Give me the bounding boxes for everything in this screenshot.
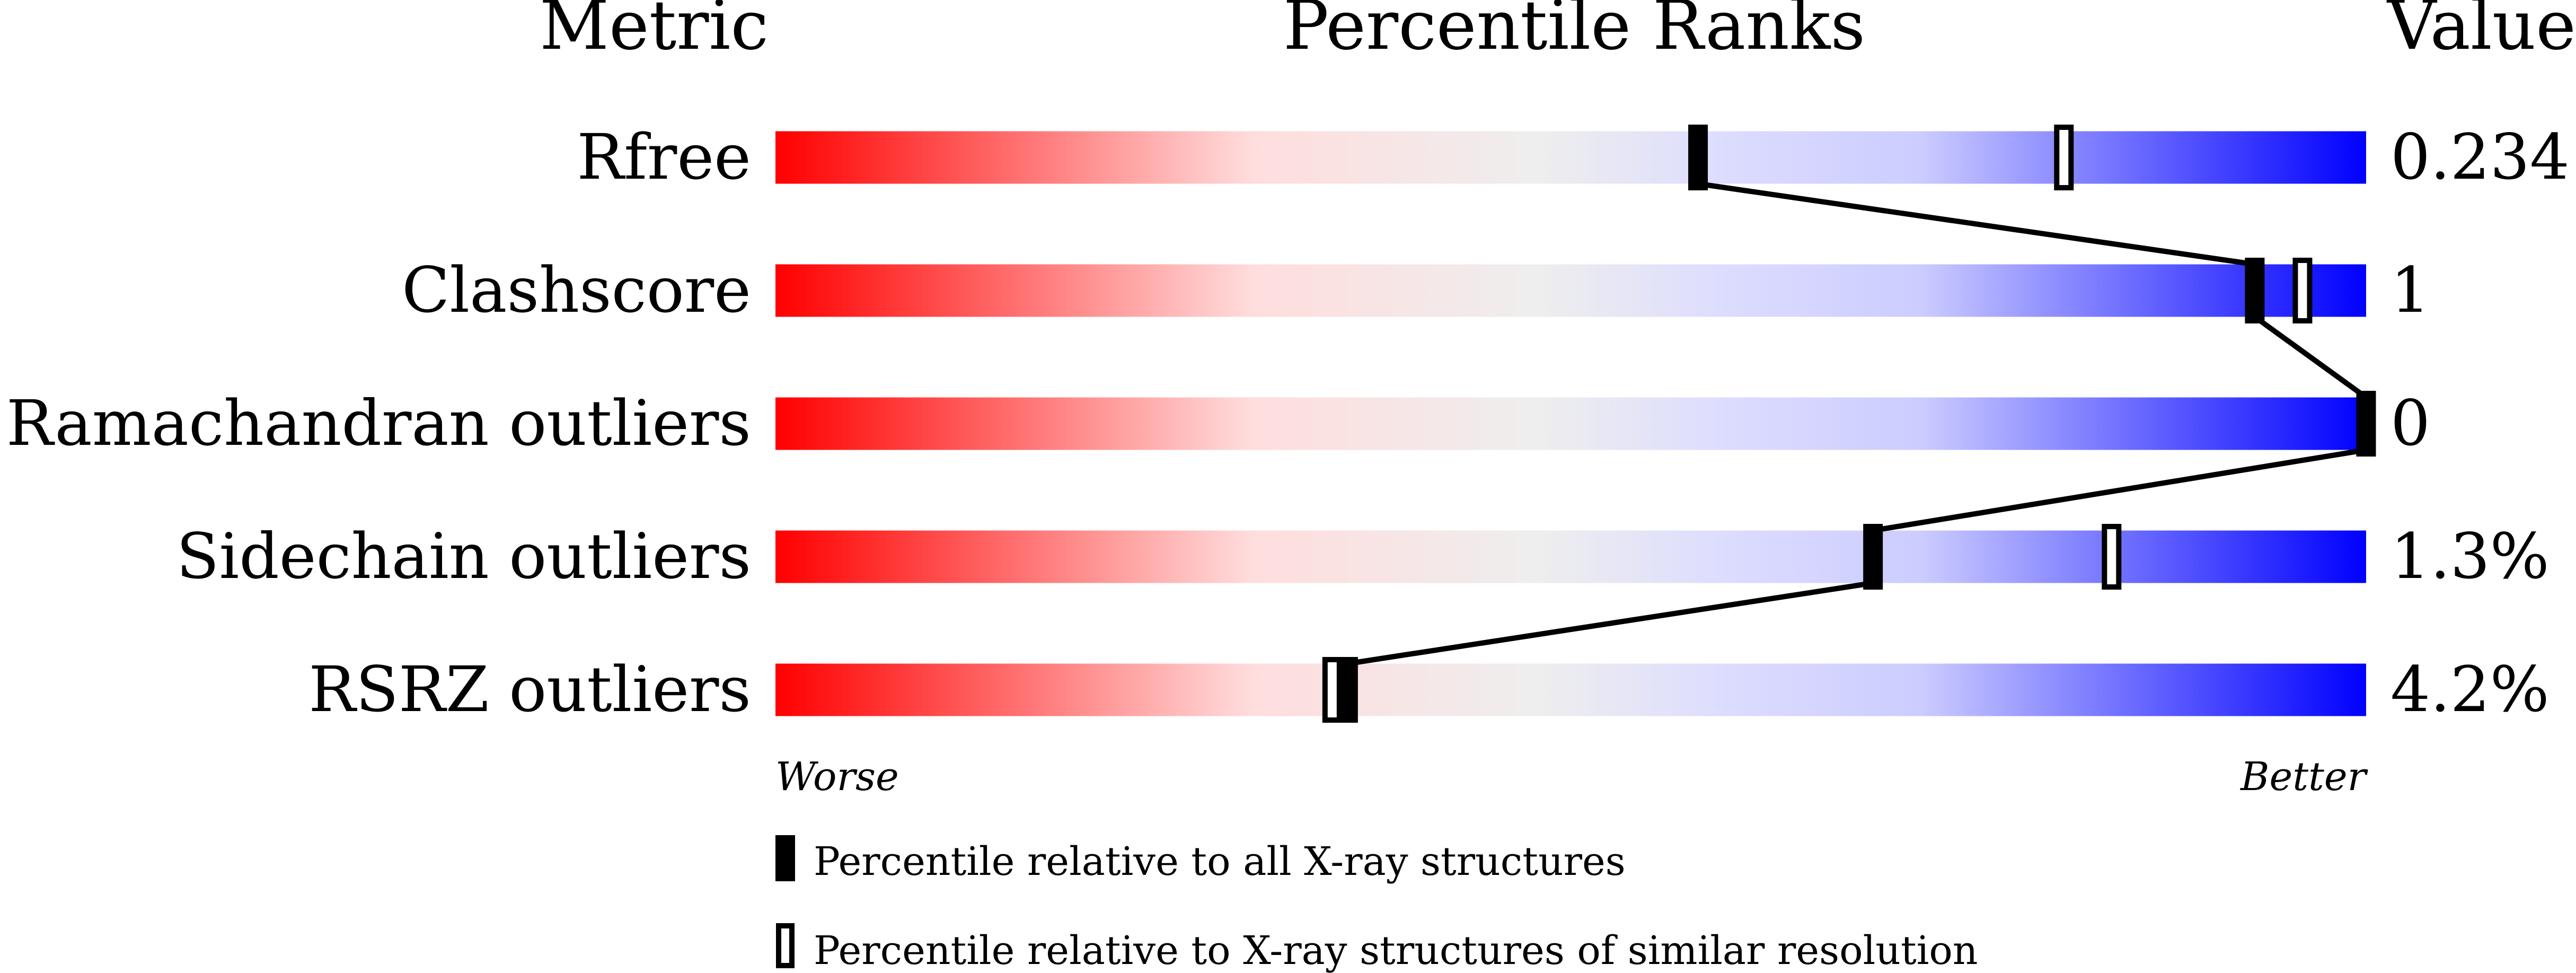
header-percentile-ranks: Percentile Ranks bbox=[1283, 0, 1865, 65]
metric-value: 0.234 bbox=[2390, 120, 2570, 194]
metric-label: Sidechain outliers bbox=[177, 520, 751, 593]
similar-resolution-marker bbox=[2292, 258, 2313, 323]
percentile-bar bbox=[775, 663, 2366, 716]
legend-filled-marker-icon bbox=[775, 835, 795, 881]
worse-label: Worse bbox=[775, 754, 899, 800]
metric-label: RSRZ outliers bbox=[308, 653, 751, 726]
percentile-bar bbox=[775, 131, 2366, 184]
connector-line bbox=[1347, 580, 1874, 667]
connector-line bbox=[1697, 181, 2255, 267]
metric-value: 1 bbox=[2390, 253, 2430, 327]
percentile-bar bbox=[775, 264, 2366, 317]
legend-all: Percentile relative to all X-ray structu… bbox=[814, 839, 1626, 884]
metric-label: Rfree bbox=[577, 120, 751, 194]
percentile-bar bbox=[775, 397, 2366, 450]
all-structures-marker bbox=[1863, 524, 1883, 590]
similar-resolution-marker bbox=[2054, 125, 2074, 190]
metric-label: Clashscore bbox=[402, 253, 751, 327]
metric-value: 0 bbox=[2390, 387, 2430, 460]
header-value: Value bbox=[2386, 0, 2576, 65]
all-structures-marker bbox=[2356, 391, 2376, 457]
percentile-bar bbox=[775, 530, 2366, 583]
all-structures-marker bbox=[2245, 258, 2265, 323]
all-structures-marker bbox=[1688, 125, 1708, 190]
legend-similar: Percentile relative to X-ray structures … bbox=[814, 928, 1978, 973]
legend-open-marker-icon bbox=[776, 923, 795, 968]
metric-value: 1.3% bbox=[2390, 520, 2549, 593]
connector-line bbox=[2253, 314, 2368, 400]
all-structures-marker bbox=[1338, 657, 1358, 723]
similar-resolution-marker bbox=[2102, 524, 2122, 590]
similar-resolution-marker bbox=[1322, 657, 1342, 723]
metric-label: Ramachandran outliers bbox=[6, 387, 751, 460]
metric-value: 4.2% bbox=[2390, 653, 2549, 726]
header-metric: Metric bbox=[540, 0, 769, 65]
better-label: Better bbox=[2239, 754, 2368, 800]
connector-line bbox=[1872, 447, 2367, 533]
